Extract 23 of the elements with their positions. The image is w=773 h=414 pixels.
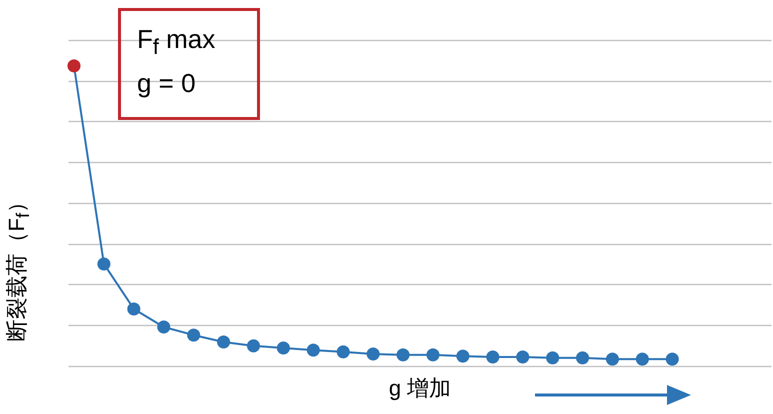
point [636,352,649,366]
point [306,344,320,357]
point [97,257,110,270]
point [456,350,470,363]
point [576,351,590,364]
point [157,320,170,334]
point [366,347,380,361]
annotation: F$_{f}$ max g = 0 [118,8,260,120]
point [486,350,500,364]
point [606,352,619,366]
point [187,328,200,342]
point [127,302,140,316]
point [426,348,440,362]
point [666,352,679,366]
point [276,341,290,354]
x-axis-title: g 增加 [388,376,452,400]
point [246,339,260,352]
point [67,59,80,72]
point [546,351,560,364]
point [396,348,410,362]
point [336,345,350,358]
point [516,350,530,364]
point [217,335,230,348]
